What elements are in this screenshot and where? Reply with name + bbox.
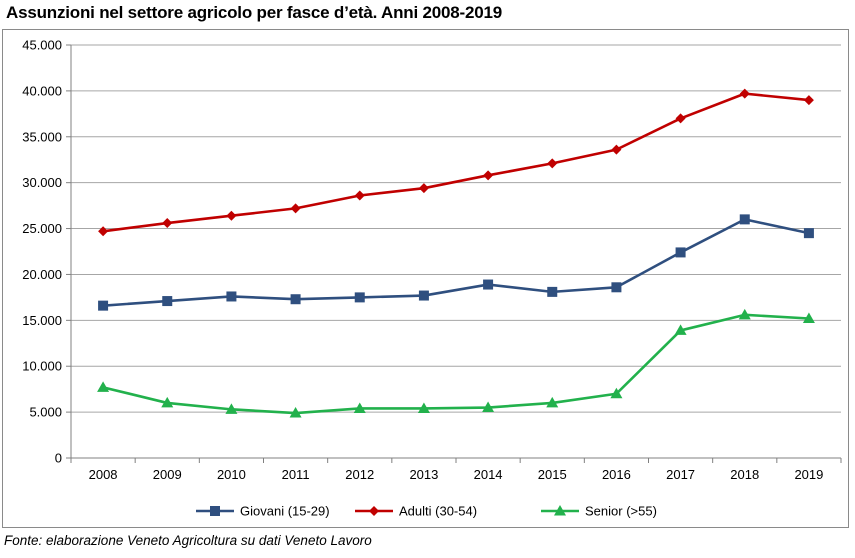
chart-title: Assunzioni nel settore agricolo per fasc… [6, 3, 502, 22]
data-point-s0-2017 [675, 247, 686, 258]
data-point-s1-2008 [98, 226, 109, 237]
chart-frame: 0 5.000 10.000 15.000 20.000 25.000 30.000 35.0… [2, 29, 849, 528]
x-tick-label-2018: 2018 [730, 467, 759, 482]
data-point-s1-2010 [226, 210, 237, 221]
data-point-s0-2011 [290, 294, 301, 305]
y-tick-label-9: 45.000 [22, 38, 62, 53]
data-point-s2-2011 [289, 407, 302, 418]
data-point-s2-2012 [353, 402, 366, 413]
data-point-s1-2016 [611, 144, 622, 155]
y-tick-label-6: 30.000 [22, 175, 62, 190]
y-tick-label-4: 20.000 [22, 267, 62, 282]
legend-label-1: Adulti (30-54) [399, 504, 477, 519]
data-point-s2-2019 [802, 312, 815, 323]
x-tick-label-2019: 2019 [794, 467, 823, 482]
data-point-s1-2009 [162, 218, 173, 229]
series-line-1 [102, 92, 810, 233]
x-tick-label-2010: 2010 [217, 467, 246, 482]
data-point-s1-2018 [739, 88, 750, 99]
legend-marker-2 [554, 505, 566, 516]
data-point-s0-2010 [226, 291, 237, 302]
x-tick-label-2017: 2017 [666, 467, 695, 482]
data-point-s1-2012 [354, 190, 365, 201]
x-tick-label-2008: 2008 [89, 467, 118, 482]
legend-label-0: Giovani (15-29) [240, 504, 330, 519]
data-point-s0-2012 [354, 292, 365, 303]
y-tick-label-5: 25.000 [22, 221, 62, 236]
x-tick-label-2013: 2013 [409, 467, 438, 482]
data-point-s1-2017 [675, 113, 686, 124]
x-tick-label-2011: 2011 [282, 467, 310, 482]
data-point-s2-2014 [482, 401, 495, 413]
x-tick-label-2009: 2009 [153, 467, 182, 482]
legend-marker-0 [210, 506, 220, 516]
data-point-s0-2015 [547, 286, 558, 297]
data-point-s2-2018 [738, 308, 751, 320]
data-point-s2-2017 [674, 324, 687, 335]
series-line-2 [102, 313, 809, 415]
y-tick-label-3: 15.000 [22, 313, 62, 328]
data-point-s2-2010 [225, 403, 238, 414]
data-point-s1-2013 [418, 183, 429, 194]
data-point-s2-2015 [546, 396, 559, 408]
legend-marker-1 [369, 506, 379, 516]
x-tick-label-2012: 2012 [345, 467, 374, 482]
data-point-s1-2015 [547, 158, 558, 169]
data-point-s2-2008 [97, 381, 110, 392]
data-point-s0-2018 [739, 214, 750, 225]
data-point-s2-2013 [417, 402, 430, 413]
data-point-s0-2013 [418, 290, 429, 301]
line-chart: 0 5.000 10.000 15.000 20.000 25.000 30.000 35.0… [22, 38, 842, 519]
legend-label-2: Senior (>55) [585, 504, 657, 519]
x-tick-label-2015: 2015 [538, 467, 567, 482]
source-note: Fonte: elaborazione Veneto Agricoltura s… [4, 533, 372, 548]
y-tick-label-2: 10.000 [22, 359, 62, 374]
y-tick-label-1: 5.000 [29, 405, 62, 420]
y-tick-label-0: 0 [55, 451, 62, 466]
data-point-s2-2009 [161, 396, 174, 408]
series-line-0 [102, 218, 810, 307]
data-point-s2-2016 [610, 387, 623, 399]
data-point-s1-2011 [290, 203, 301, 214]
y-tick-label-7: 35.000 [22, 129, 62, 144]
x-tick-label-2016: 2016 [602, 467, 631, 482]
data-point-s1-2019 [803, 95, 814, 106]
x-tick-label-2014: 2014 [474, 467, 503, 482]
data-point-s0-2019 [803, 228, 814, 239]
data-point-s0-2009 [162, 296, 173, 307]
data-point-s0-2016 [611, 282, 622, 293]
data-point-s0-2014 [483, 279, 494, 290]
y-tick-label-8: 40.000 [22, 83, 62, 98]
data-point-s1-2014 [483, 170, 494, 181]
data-point-s0-2008 [98, 300, 109, 311]
